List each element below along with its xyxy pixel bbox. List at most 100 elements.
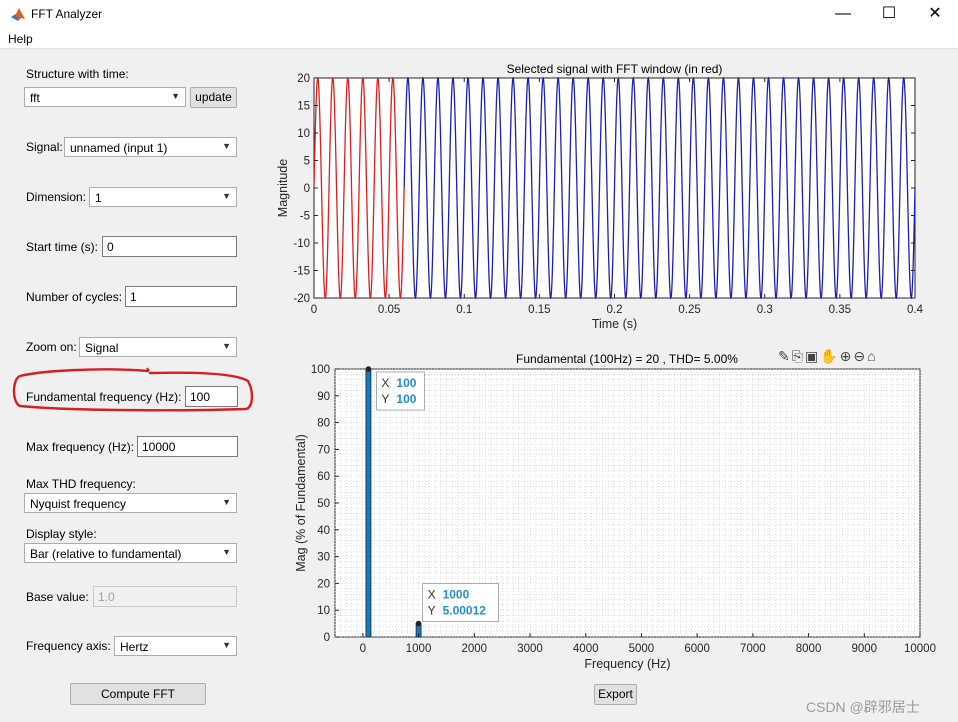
chevron-down-icon: ▼ bbox=[222, 547, 231, 557]
dimension-label: Dimension: bbox=[26, 190, 87, 204]
y-tick-label: -10 bbox=[293, 238, 310, 250]
y-tick-label: 20 bbox=[297, 73, 310, 85]
chevron-down-icon: ▼ bbox=[222, 341, 231, 351]
y-tick-label: 15 bbox=[297, 101, 310, 113]
max-thd-label: Max THD frequency: bbox=[26, 477, 136, 491]
start-time-input[interactable]: 0 bbox=[102, 236, 237, 257]
y-tick-label: 30 bbox=[317, 552, 330, 564]
highlight-annotation bbox=[12, 367, 254, 412]
max-thd-dropdown[interactable]: Nyquist frequency ▼ bbox=[24, 493, 237, 513]
compute-fft-button[interactable]: Compute FFT bbox=[70, 683, 206, 705]
y-tick-label: 60 bbox=[317, 471, 330, 483]
x-tick-label: 4000 bbox=[573, 643, 599, 655]
datatip-y-value: 5.00012 bbox=[443, 604, 487, 618]
x-tick-label: 0 bbox=[311, 304, 317, 316]
start-time-label: Start time (s): bbox=[26, 240, 99, 254]
max-freq-input[interactable]: 10000 bbox=[137, 436, 238, 457]
export-button[interactable]: Export bbox=[594, 684, 637, 705]
x-tick-label: 8000 bbox=[796, 643, 822, 655]
fund-freq-value: 100 bbox=[190, 390, 211, 404]
display-style-dropdown[interactable]: Bar (relative to fundamental) ▼ bbox=[24, 543, 237, 563]
home-icon[interactable]: ⌂ bbox=[867, 348, 878, 364]
y-tick-label: 70 bbox=[317, 444, 330, 456]
maximize-icon[interactable]: ☐ bbox=[881, 5, 897, 22]
menu-bar bbox=[0, 28, 958, 49]
datatip-icon[interactable]: ▣ bbox=[804, 348, 821, 364]
fft-bar bbox=[365, 368, 372, 638]
max-freq-label: Max frequency (Hz): bbox=[26, 440, 135, 454]
chevron-down-icon: ▼ bbox=[171, 91, 180, 101]
signal-dropdown[interactable]: unnamed (input 1) ▼ bbox=[64, 137, 237, 157]
close-icon[interactable]: ✕ bbox=[928, 5, 942, 22]
zoom-dropdown[interactable]: Signal ▼ bbox=[79, 337, 237, 357]
structure-label: Structure with time: bbox=[26, 67, 129, 81]
display-style-value: Bar (relative to fundamental) bbox=[30, 547, 182, 561]
title-bar bbox=[0, 0, 958, 28]
signal-value: unnamed (input 1) bbox=[70, 141, 168, 155]
datatip[interactable]: XY 1000 5.00012 bbox=[422, 583, 499, 622]
signal-y-axis-label: Magnitude bbox=[276, 159, 290, 217]
signal-series-2 bbox=[403, 76, 916, 300]
start-time-value: 0 bbox=[107, 240, 114, 254]
datatip-marker[interactable] bbox=[415, 620, 422, 627]
cycles-input[interactable]: 1 bbox=[125, 286, 237, 307]
x-tick-label: 2000 bbox=[461, 643, 487, 655]
zoom-in-icon[interactable]: ⊕ bbox=[839, 348, 854, 364]
x-tick-label: 1000 bbox=[406, 643, 432, 655]
zoom-value: Signal bbox=[85, 341, 119, 355]
datatip[interactable]: XY 100 100 bbox=[376, 371, 425, 411]
datatip-x-value: 100 bbox=[396, 376, 416, 390]
y-tick-label: 0 bbox=[304, 183, 310, 195]
datatip-x-value: 1000 bbox=[443, 588, 470, 602]
y-tick-label: 20 bbox=[317, 578, 330, 590]
fft-x-axis-label: Frequency (Hz) bbox=[584, 657, 670, 671]
y-tick-label: 40 bbox=[317, 525, 330, 537]
pan-hand-icon[interactable]: ✋ bbox=[820, 348, 840, 364]
y-tick-label: 10 bbox=[297, 128, 310, 140]
signal-series-1 bbox=[313, 76, 405, 300]
x-tick-label: 10000 bbox=[904, 643, 936, 655]
cycles-value: 1 bbox=[130, 290, 137, 304]
svg-text:Y: Y bbox=[428, 604, 436, 618]
menu-help[interactable]: Help bbox=[8, 32, 33, 46]
svg-text:Y: Y bbox=[381, 392, 389, 406]
signal-chart: 0 0.05 0.1 0.15 0.2 0.25 0.3 0.35 0.4 -20 -15 -10 -5… bbox=[276, 62, 924, 331]
edit-brush-icon[interactable]: ✎ bbox=[778, 348, 792, 364]
cycles-label: Number of cycles: bbox=[26, 290, 123, 304]
dimension-value: 1 bbox=[95, 191, 102, 205]
y-tick-label: 50 bbox=[317, 498, 330, 510]
x-tick-label: 0.3 bbox=[757, 304, 773, 316]
save-icon[interactable]: ⎘ bbox=[791, 348, 805, 364]
x-tick-label: 5000 bbox=[629, 643, 655, 655]
x-tick-label: 0.1 bbox=[456, 304, 472, 316]
y-tick-label: -20 bbox=[293, 293, 310, 305]
display-style-label: Display style: bbox=[26, 527, 97, 541]
x-tick-label: 0.2 bbox=[607, 304, 623, 316]
x-tick-label: 0.05 bbox=[378, 304, 400, 316]
signal-chart-title: Selected signal with FFT window (in red) bbox=[507, 62, 723, 76]
matlab-logo-icon bbox=[11, 8, 25, 21]
signal-x-axis-label: Time (s) bbox=[592, 317, 637, 331]
fft-chart-title: Fundamental (100Hz) = 20 , THD= 5.00% bbox=[516, 352, 738, 366]
y-tick-label: 10 bbox=[317, 605, 330, 617]
x-tick-label: 0 bbox=[360, 643, 366, 655]
structure-value: fft bbox=[30, 91, 40, 105]
y-tick-label: 0 bbox=[324, 632, 330, 644]
chevron-down-icon: ▼ bbox=[222, 640, 231, 650]
dimension-dropdown[interactable]: 1 ▼ bbox=[89, 187, 237, 207]
freq-axis-dropdown[interactable]: Hertz ▼ bbox=[114, 636, 237, 656]
structure-dropdown[interactable]: fft ▼ bbox=[24, 87, 186, 107]
datatip-marker[interactable] bbox=[365, 366, 372, 372]
minimize-icon[interactable]: — bbox=[835, 5, 851, 22]
y-tick-label: 90 bbox=[317, 391, 330, 403]
update-button[interactable]: update bbox=[190, 87, 237, 108]
zoom-out-icon[interactable]: ⊖ bbox=[853, 348, 868, 364]
x-tick-label: 0.35 bbox=[829, 304, 851, 316]
svg-text:X: X bbox=[428, 588, 436, 602]
base-value-input: 1.0 bbox=[93, 586, 237, 607]
zoom-label: Zoom on: bbox=[26, 340, 77, 354]
fund-freq-input[interactable]: 100 bbox=[185, 386, 238, 407]
freq-axis-value: Hertz bbox=[120, 640, 149, 654]
fft-y-axis-label: Mag (% of Fundamental) bbox=[294, 434, 308, 572]
